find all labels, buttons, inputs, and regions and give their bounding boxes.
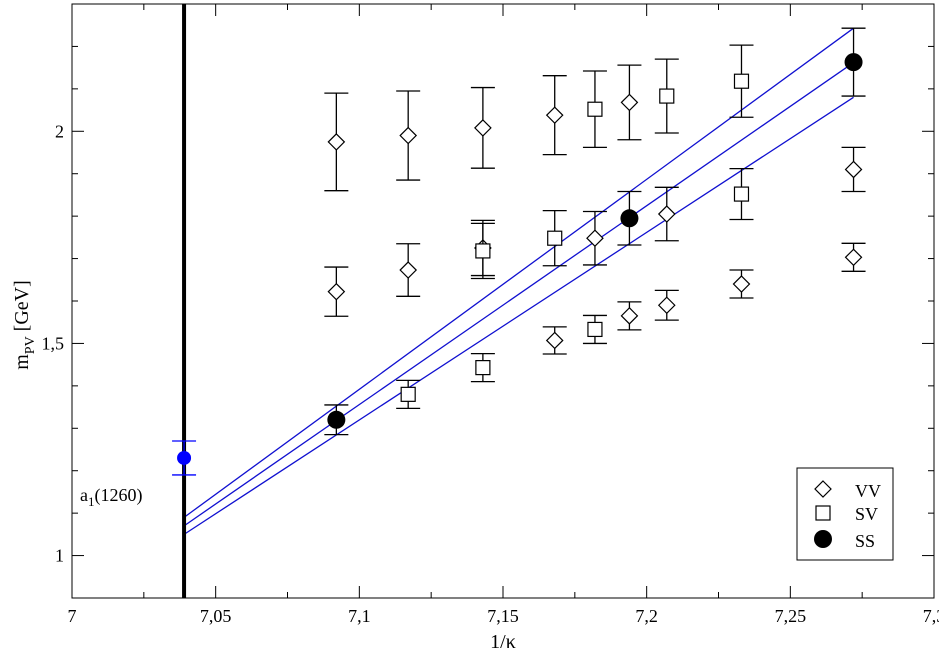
vv-point — [545, 106, 564, 125]
sv-point — [547, 230, 563, 246]
vv-point — [327, 133, 346, 151]
vv-point — [545, 331, 564, 350]
x-tick-label: 7,1 — [348, 606, 371, 626]
x-tick-label: 7,3 — [923, 606, 939, 626]
axis-ticks — [71, 3, 935, 599]
legend-box — [796, 467, 894, 561]
fit-lines — [183, 27, 854, 535]
legend-label-ss: SS — [855, 531, 875, 551]
vv-point — [399, 126, 418, 145]
vv-point — [732, 275, 751, 293]
x-tick-label: 7,15 — [487, 606, 519, 626]
y-axis-label: mPV [GeV] — [11, 280, 38, 370]
vv-point — [399, 261, 418, 279]
vv-point — [657, 205, 676, 223]
legend-label-sv: SV — [855, 504, 878, 524]
legend-marker-vv — [814, 480, 832, 498]
sv-point — [475, 243, 491, 259]
sv-point — [659, 88, 675, 104]
legend-marker-sv — [815, 505, 831, 521]
ss-point — [327, 410, 346, 429]
vv-point — [474, 119, 492, 137]
sv-point — [475, 360, 491, 376]
ss-point — [844, 53, 863, 72]
vv-point — [620, 93, 639, 112]
x-axis-label: 1/κ — [490, 631, 516, 653]
vv-point — [327, 282, 346, 301]
vv-point — [844, 248, 863, 267]
x-tick-label: 7 — [68, 606, 77, 626]
legend-marker-ss — [814, 530, 832, 548]
tick-labels: 7 7,05 7,1 7,15 7,2 7,25 7,3 1 1,5 2 — [42, 121, 939, 626]
sv-point — [733, 186, 750, 202]
legend: VV SV SS — [796, 467, 894, 561]
fit-line — [183, 27, 854, 518]
legend-label-vv: VV — [855, 481, 881, 501]
vv-point — [657, 296, 676, 315]
sv-point — [587, 101, 603, 117]
sv-point — [587, 321, 603, 338]
sv-point — [733, 73, 750, 89]
sv-point — [400, 386, 416, 402]
y-tick-label: 2 — [55, 121, 64, 141]
fit-line — [183, 96, 854, 535]
x-tick-label: 7,05 — [200, 606, 232, 626]
vv-point — [586, 229, 604, 248]
fit-line — [183, 62, 854, 527]
y-tick-label: 1,5 — [42, 333, 65, 353]
reference-label: a1(1260) — [80, 485, 143, 509]
data-points — [172, 27, 866, 476]
vv-point — [620, 307, 639, 325]
ss-point — [620, 209, 639, 228]
x-tick-label: 7,25 — [775, 606, 807, 626]
x-tick-label: 7,2 — [635, 606, 658, 626]
vv-point — [844, 160, 863, 179]
y-tick-label: 1 — [55, 546, 64, 566]
a1-point — [177, 450, 192, 465]
